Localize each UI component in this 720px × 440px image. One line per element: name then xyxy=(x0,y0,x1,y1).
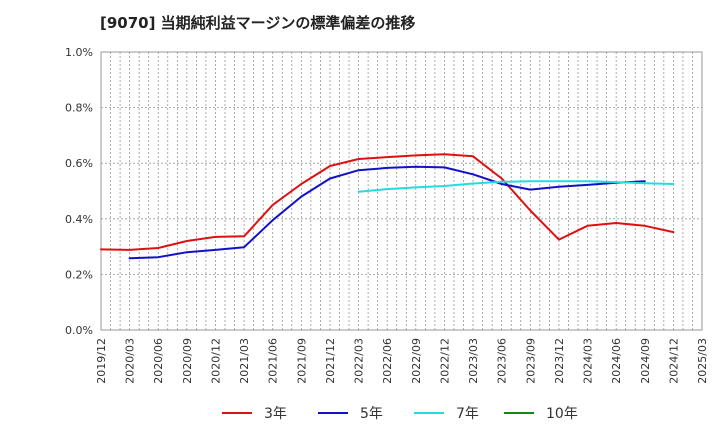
x-tick-label: 2022/12 xyxy=(438,338,451,384)
x-tick-label: 2023/06 xyxy=(496,338,509,384)
x-tick-label: 2022/09 xyxy=(410,338,423,384)
y-tick-label: 0.2% xyxy=(65,268,93,281)
chart-title: [9070] 当期純利益マージンの標準偏差の推移 xyxy=(100,14,416,32)
x-tick-label: 2025/03 xyxy=(696,338,709,384)
x-tick-label: 2023/09 xyxy=(524,338,537,384)
series-line-1 xyxy=(100,153,675,251)
legend-label-2: 5年 xyxy=(360,406,383,422)
x-tick-label: 2021/03 xyxy=(238,338,251,384)
x-tick-label: 2020/03 xyxy=(124,338,137,384)
x-tick-label: 2019/12 xyxy=(95,338,108,384)
x-tick-label: 2024/12 xyxy=(667,338,680,384)
x-tick-label: 2024/03 xyxy=(582,338,595,384)
x-tick-label: 2020/12 xyxy=(209,338,222,384)
plot-area xyxy=(100,51,703,331)
series-line-2 xyxy=(128,165,646,260)
x-tick-label: 2024/06 xyxy=(610,338,623,384)
series-line-3 xyxy=(357,180,675,193)
x-tick-label: 2021/12 xyxy=(324,338,337,384)
y-tick-label: 0.6% xyxy=(65,157,93,170)
y-tick-label: 0.0% xyxy=(65,324,93,337)
legend-label-3: 7年 xyxy=(456,406,479,422)
legend-label-1: 3年 xyxy=(264,406,287,422)
x-tick-label: 2021/06 xyxy=(267,338,280,384)
x-tick-label: 2021/09 xyxy=(295,338,308,384)
x-tick-label: 2022/03 xyxy=(353,338,366,384)
x-tick-label: 2023/12 xyxy=(553,338,566,384)
x-tick-label: 2020/09 xyxy=(181,338,194,384)
legend-label-4: 10年 xyxy=(546,406,578,422)
y-tick-label: 0.8% xyxy=(65,102,93,115)
x-tick-label: 2022/06 xyxy=(381,338,394,384)
y-tick-label: 0.4% xyxy=(65,213,93,226)
x-tick-label: 2020/06 xyxy=(152,338,165,384)
x-tick-label: 2024/09 xyxy=(639,338,652,384)
x-tick-label: 2023/03 xyxy=(467,338,480,384)
y-tick-label: 1.0% xyxy=(65,46,93,59)
